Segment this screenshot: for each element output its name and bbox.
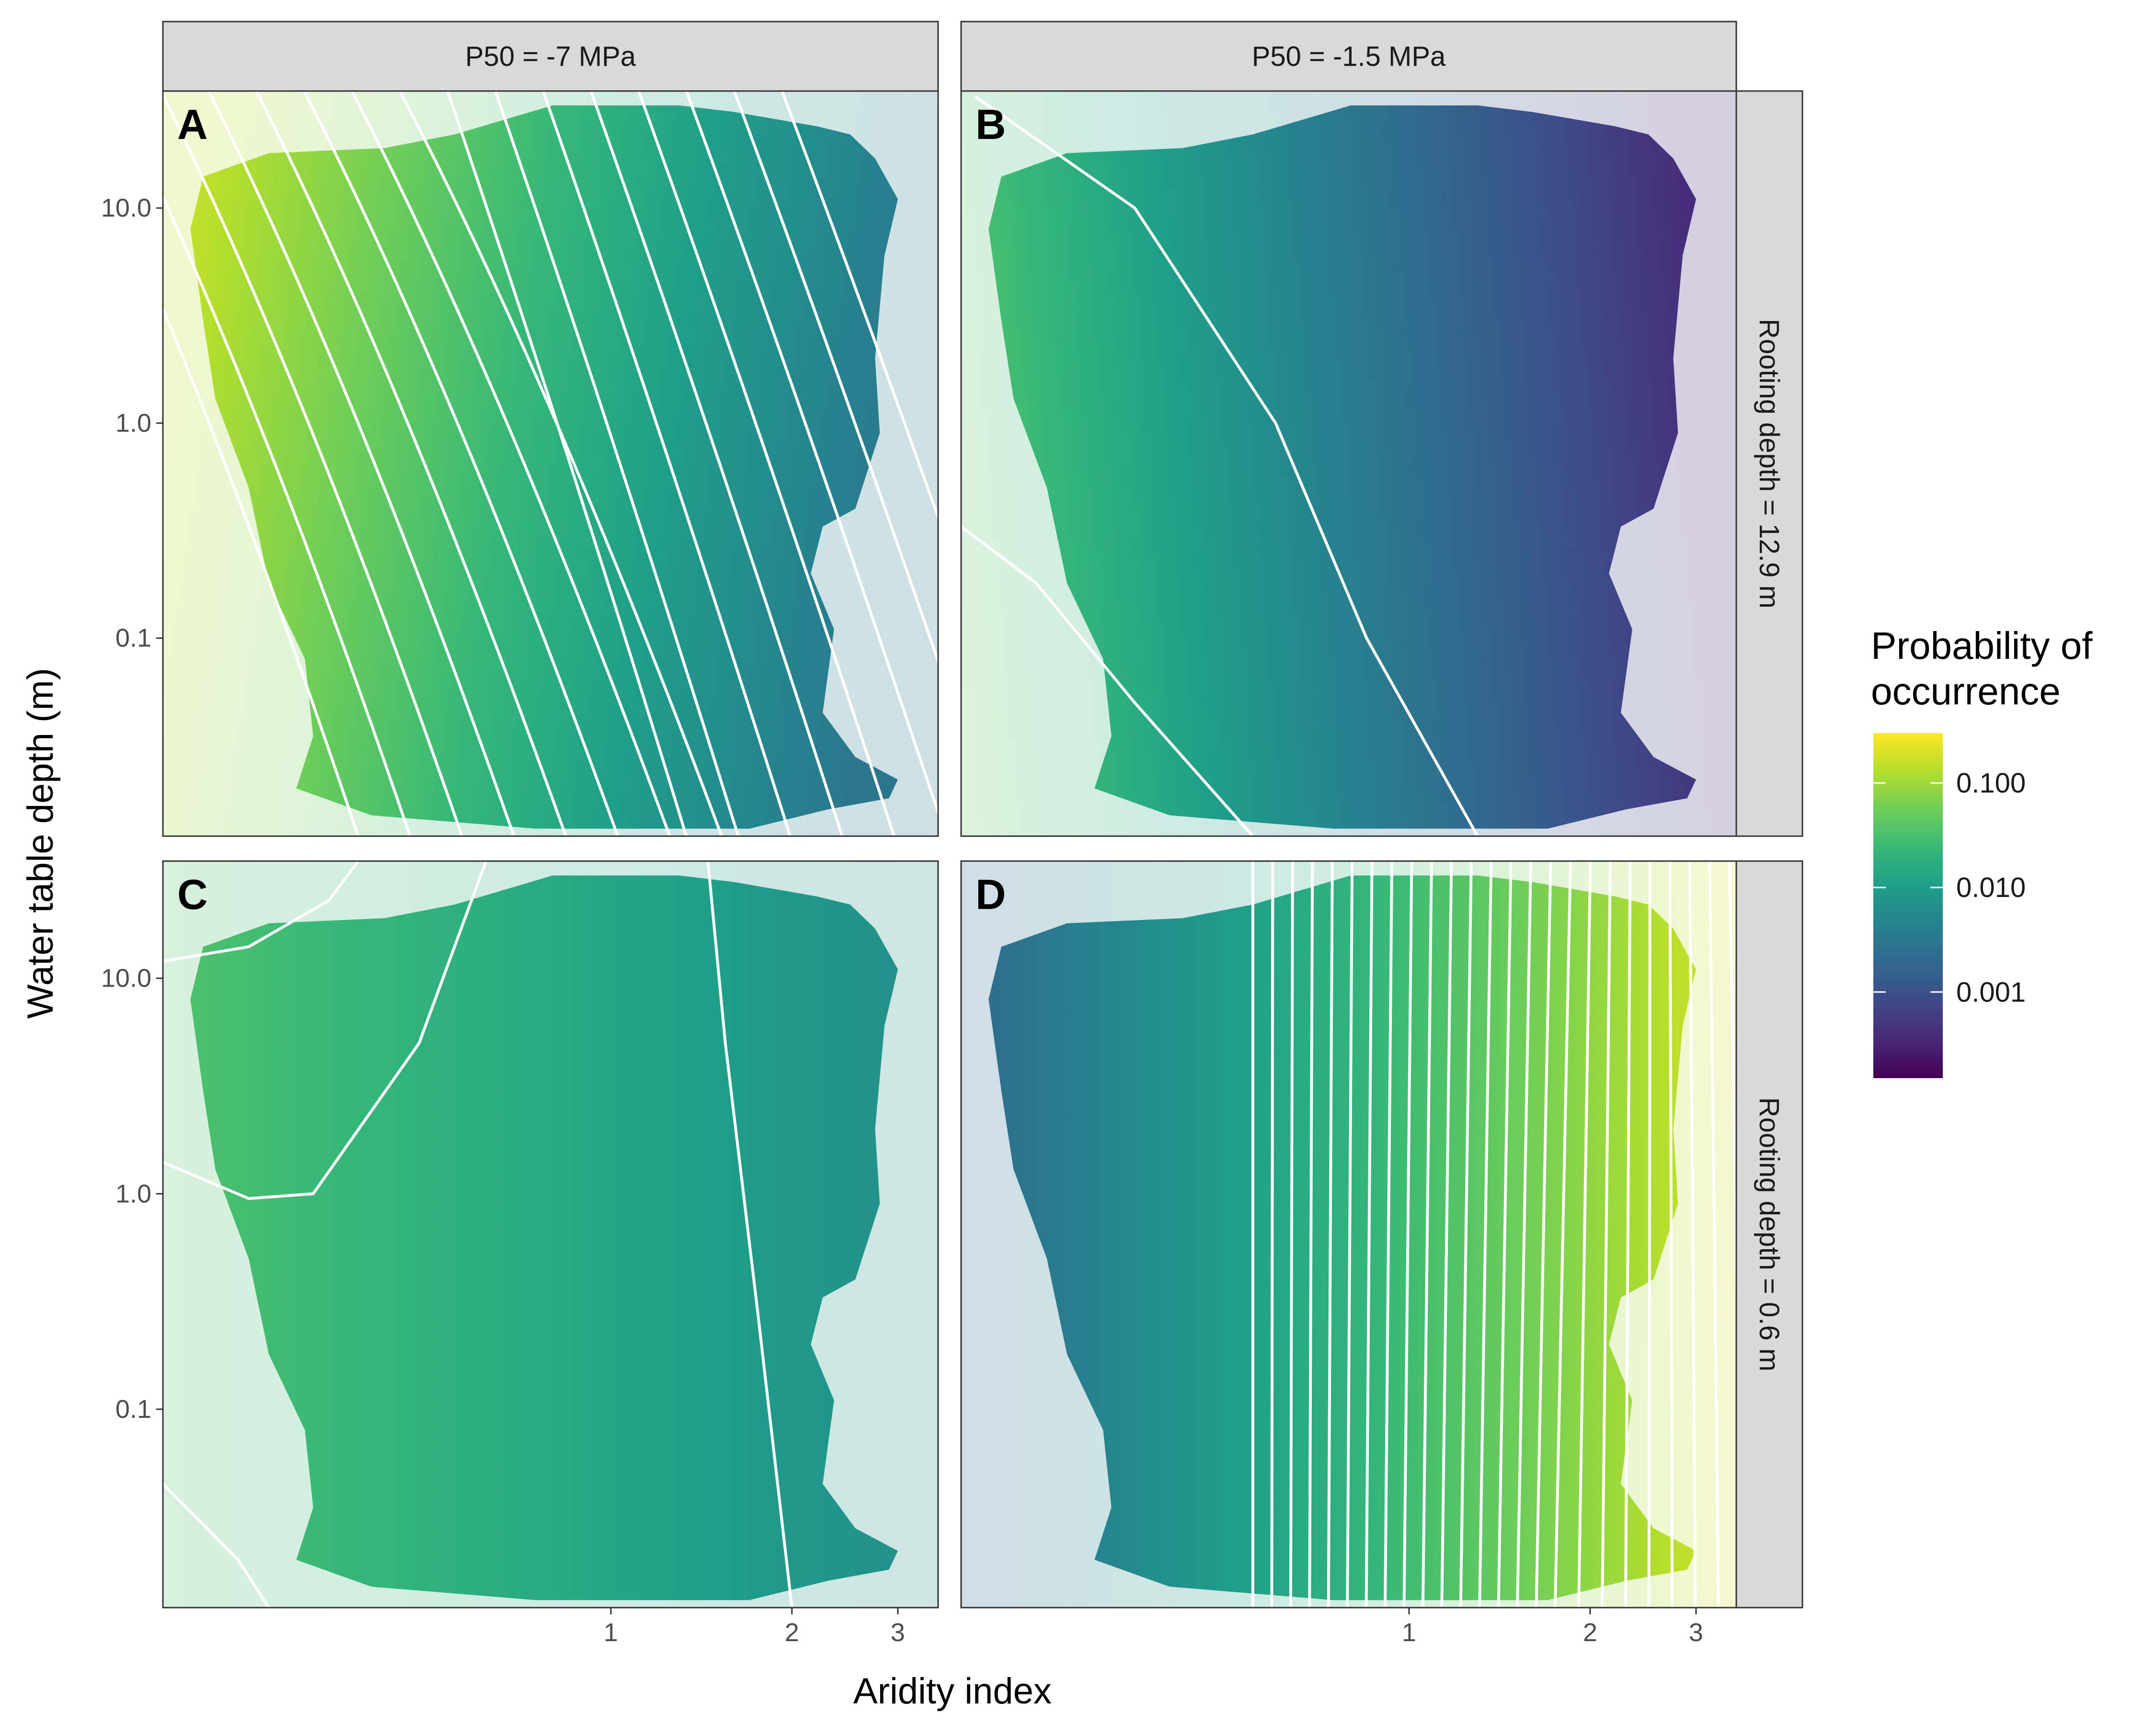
x-tick-label: 2 bbox=[1583, 1618, 1597, 1647]
column-strip-label: P50 = -1.5 MPa bbox=[1252, 41, 1446, 72]
column-strip-label: P50 = -7 MPa bbox=[465, 41, 636, 72]
probability-field bbox=[163, 91, 939, 837]
x-tick-label: 3 bbox=[891, 1618, 905, 1647]
y-tick-label: 10.0 bbox=[101, 964, 151, 993]
legend-tick-label: 0.010 bbox=[1956, 872, 2026, 903]
row-strip-label: Rooting depth = 12.9 m bbox=[1754, 319, 1785, 609]
contour-line bbox=[1649, 861, 1650, 1608]
panel-B: B bbox=[961, 91, 1737, 837]
row-strip-label: Rooting depth = 0.6 m bbox=[1754, 1097, 1785, 1371]
y-axis-title: Water table depth (m) bbox=[20, 668, 61, 1019]
x-axis-title: Aridity index bbox=[853, 1671, 1052, 1712]
x-tick-label: 1 bbox=[1402, 1618, 1416, 1647]
probability-field-climate-space bbox=[163, 91, 939, 837]
panel-label-C: C bbox=[177, 871, 208, 918]
panel-label-A: A bbox=[177, 101, 208, 148]
x-tick-label: 2 bbox=[785, 1618, 799, 1647]
panel-label-B: B bbox=[975, 101, 1006, 148]
probability-field bbox=[961, 91, 1737, 837]
panel-C: C bbox=[163, 861, 939, 1608]
row-strip: Rooting depth = 0.6 m bbox=[1736, 861, 1802, 1608]
panels: A B C D bbox=[65, 91, 1764, 1608]
contour-line bbox=[1272, 861, 1273, 1608]
y-tick-label: 1.0 bbox=[115, 1179, 151, 1208]
panel-A: A bbox=[65, 91, 1050, 837]
x-tick-label: 1 bbox=[604, 1618, 618, 1647]
probability-field-climate-space bbox=[961, 91, 1737, 837]
y-tick-label: 0.1 bbox=[115, 1395, 151, 1424]
legend-tick-label: 0.100 bbox=[1956, 768, 2026, 799]
contour-line bbox=[1291, 861, 1293, 1608]
row-strip: Rooting depth = 12.9 m bbox=[1736, 91, 1802, 836]
legend: Probability of occurrence 0.100 0.010 0.00… bbox=[1871, 624, 2093, 1078]
probability-field bbox=[163, 861, 939, 1608]
legend-title-line-2: occurrence bbox=[1871, 670, 2061, 713]
panel-label-D: D bbox=[975, 871, 1006, 918]
column-strip: P50 = -7 MPa bbox=[163, 22, 938, 91]
legend-colorbar bbox=[1873, 733, 1943, 1078]
x-tick-label: 3 bbox=[1689, 1618, 1703, 1647]
column-strip: P50 = -1.5 MPa bbox=[961, 22, 1736, 91]
y-tick-label: 10.0 bbox=[101, 194, 151, 222]
y-tick-label: 1.0 bbox=[115, 409, 151, 437]
y-tick-label: 0.1 bbox=[115, 624, 151, 653]
legend-title-line-1: Probability of bbox=[1871, 624, 2093, 667]
probability-field-climate-space bbox=[163, 861, 939, 1608]
legend-tick-label: 0.001 bbox=[1956, 977, 2026, 1008]
panel-D: D bbox=[961, 861, 1765, 1608]
